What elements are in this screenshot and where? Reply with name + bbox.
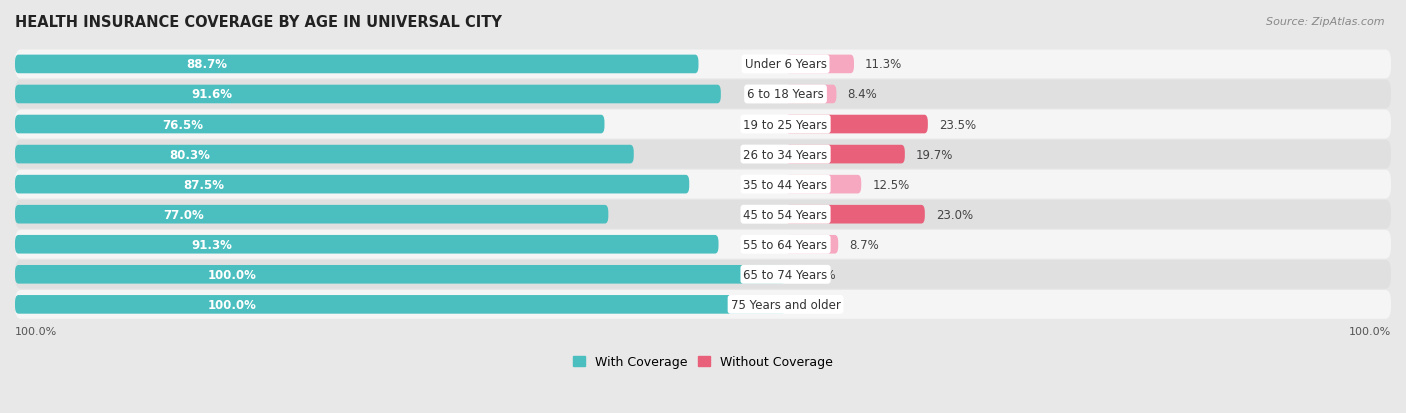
- Legend: With Coverage, Without Coverage: With Coverage, Without Coverage: [572, 356, 834, 368]
- Text: HEALTH INSURANCE COVERAGE BY AGE IN UNIVERSAL CITY: HEALTH INSURANCE COVERAGE BY AGE IN UNIV…: [15, 15, 502, 30]
- Text: 91.3%: 91.3%: [191, 238, 232, 251]
- Text: 19 to 25 Years: 19 to 25 Years: [744, 118, 828, 131]
- Text: Source: ZipAtlas.com: Source: ZipAtlas.com: [1267, 17, 1385, 26]
- FancyBboxPatch shape: [786, 145, 905, 164]
- FancyBboxPatch shape: [15, 50, 1391, 79]
- Text: 45 to 54 Years: 45 to 54 Years: [744, 208, 828, 221]
- FancyBboxPatch shape: [786, 205, 925, 224]
- Text: 100.0%: 100.0%: [15, 326, 58, 336]
- Text: 91.6%: 91.6%: [191, 88, 232, 101]
- FancyBboxPatch shape: [15, 85, 721, 104]
- FancyBboxPatch shape: [15, 55, 699, 74]
- FancyBboxPatch shape: [15, 140, 1391, 169]
- FancyBboxPatch shape: [15, 230, 1391, 259]
- Text: 6 to 18 Years: 6 to 18 Years: [747, 88, 824, 101]
- FancyBboxPatch shape: [786, 116, 928, 134]
- Text: 55 to 64 Years: 55 to 64 Years: [744, 238, 828, 251]
- FancyBboxPatch shape: [15, 235, 718, 254]
- FancyBboxPatch shape: [15, 260, 1391, 289]
- FancyBboxPatch shape: [15, 290, 1391, 319]
- Text: 0.0%: 0.0%: [806, 298, 835, 311]
- Text: 35 to 44 Years: 35 to 44 Years: [744, 178, 828, 191]
- Text: 87.5%: 87.5%: [184, 178, 225, 191]
- FancyBboxPatch shape: [15, 145, 634, 164]
- Text: 8.4%: 8.4%: [848, 88, 877, 101]
- Text: 0.0%: 0.0%: [806, 268, 835, 281]
- Text: 11.3%: 11.3%: [865, 58, 903, 71]
- FancyBboxPatch shape: [786, 176, 862, 194]
- FancyBboxPatch shape: [15, 200, 1391, 229]
- FancyBboxPatch shape: [15, 205, 609, 224]
- FancyBboxPatch shape: [15, 116, 605, 134]
- Text: 77.0%: 77.0%: [163, 208, 204, 221]
- Text: 26 to 34 Years: 26 to 34 Years: [744, 148, 828, 161]
- Text: Under 6 Years: Under 6 Years: [745, 58, 827, 71]
- Text: 76.5%: 76.5%: [162, 118, 204, 131]
- FancyBboxPatch shape: [15, 110, 1391, 139]
- Text: 100.0%: 100.0%: [1348, 326, 1391, 336]
- Text: 23.0%: 23.0%: [936, 208, 973, 221]
- Text: 23.5%: 23.5%: [939, 118, 976, 131]
- Text: 88.7%: 88.7%: [186, 58, 226, 71]
- Text: 65 to 74 Years: 65 to 74 Years: [744, 268, 828, 281]
- Text: 100.0%: 100.0%: [208, 298, 256, 311]
- Text: 19.7%: 19.7%: [915, 148, 953, 161]
- Text: 8.7%: 8.7%: [849, 238, 879, 251]
- FancyBboxPatch shape: [786, 55, 853, 74]
- Text: 12.5%: 12.5%: [872, 178, 910, 191]
- FancyBboxPatch shape: [15, 176, 689, 194]
- Text: 100.0%: 100.0%: [208, 268, 256, 281]
- Text: 75 Years and older: 75 Years and older: [731, 298, 841, 311]
- FancyBboxPatch shape: [786, 235, 838, 254]
- FancyBboxPatch shape: [15, 170, 1391, 199]
- FancyBboxPatch shape: [786, 85, 837, 104]
- FancyBboxPatch shape: [15, 265, 786, 284]
- Text: 80.3%: 80.3%: [170, 148, 211, 161]
- FancyBboxPatch shape: [15, 81, 1391, 109]
- FancyBboxPatch shape: [15, 295, 786, 314]
